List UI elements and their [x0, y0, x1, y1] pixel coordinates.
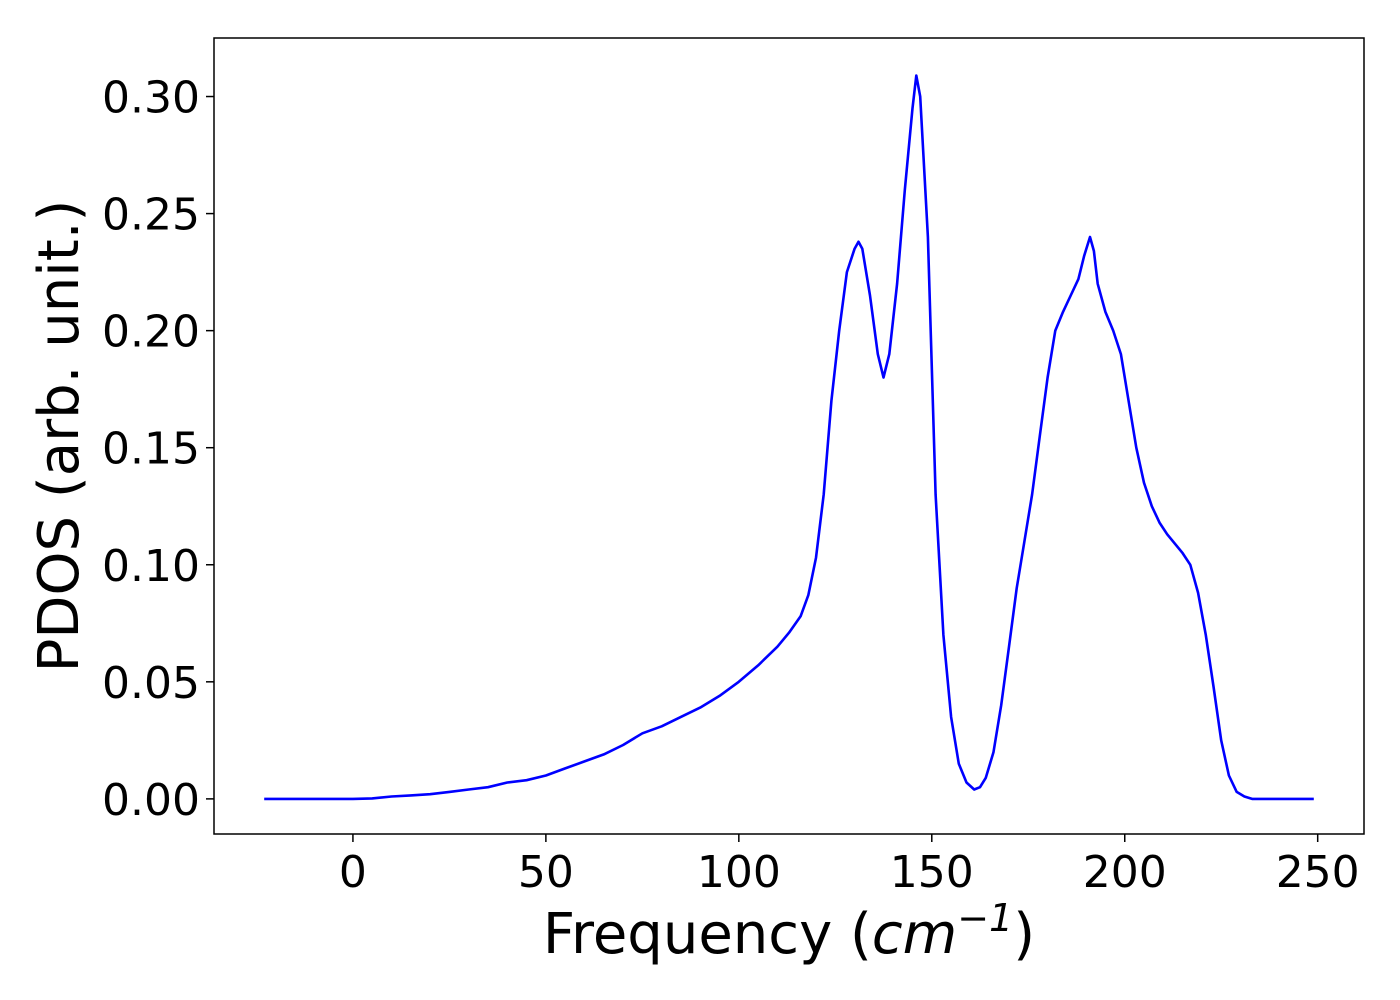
y-tick-label: 0.05 [102, 658, 200, 709]
y-tick-label: 0.10 [102, 541, 200, 592]
x-tick-label: 150 [890, 847, 974, 898]
x-tick-label: 250 [1276, 847, 1360, 898]
x-tick-label: 100 [697, 847, 781, 898]
x-axis-title: Frequency (cm−1) [543, 896, 1035, 967]
x-tick-label: 200 [1083, 847, 1167, 898]
y-tick-label: 0.15 [102, 424, 200, 475]
y-axis-title: PDOS (arb. unit.) [27, 200, 92, 673]
series-layer [264, 74, 1314, 801]
y-tick-label: 0.25 [102, 190, 200, 241]
x-tick-label: 0 [339, 847, 367, 898]
y-tick-label: 0.20 [102, 307, 200, 358]
x-tick-label: 50 [518, 847, 574, 898]
y-tick-label: 0.00 [102, 775, 200, 826]
pdos-series-line [264, 74, 1314, 801]
x-axis-title-var: cm [872, 902, 957, 967]
plot-frame [213, 37, 1365, 835]
tick-group: 0 50 100 150 200 250 0.00 0.05 0.10 0.15 0.20 0.25 0… [102, 73, 1360, 898]
x-axis-title-prefix: Frequency ( [543, 902, 872, 967]
y-tick-label: 0.30 [102, 73, 200, 124]
x-axis-title-sup: −1 [957, 896, 1013, 940]
x-axis-title-suffix: ) [1013, 902, 1035, 967]
